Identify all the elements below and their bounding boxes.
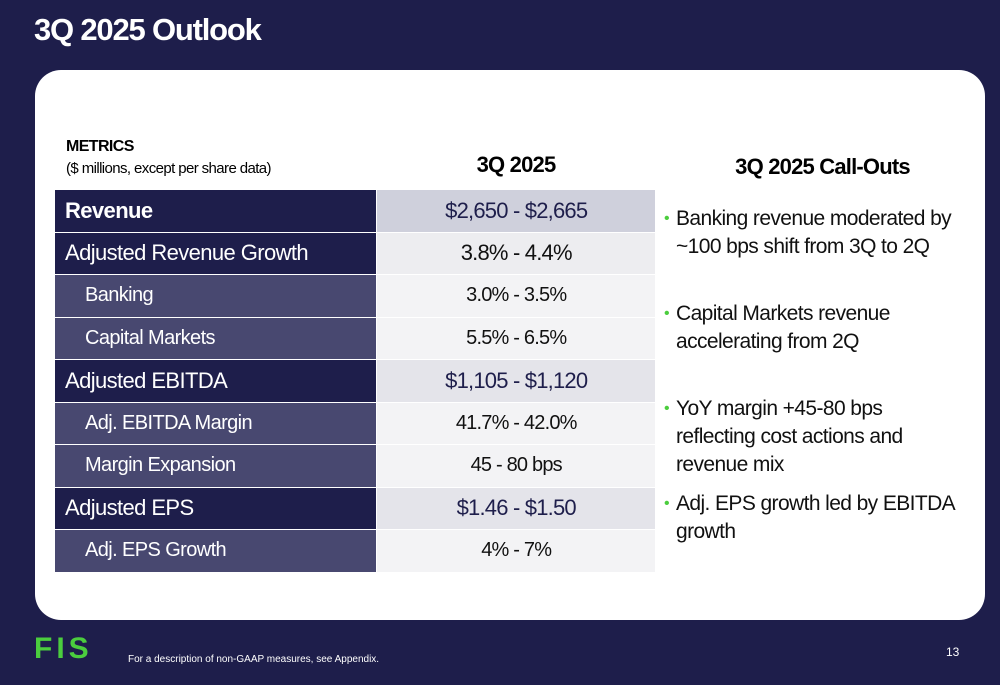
callout: • YoY margin +45-80 bps reflecting cost a… <box>664 395 964 479</box>
bullet-dot: • <box>664 210 670 227</box>
row-value: 41.7% - 42.0% <box>376 402 655 444</box>
row-label: Margin Expansion <box>55 445 377 487</box>
table-row: Adjusted EBITDA $1,105 - $1,120 <box>55 360 655 403</box>
callout: • Capital Markets revenue accelerating fr… <box>664 300 964 356</box>
table-row: Adj. EBITDA Margin 41.7% - 42.0% <box>55 402 655 445</box>
row-label: Adjusted EPS <box>55 487 377 529</box>
table-row: Adjusted EPS $1.46 - $1.50 <box>55 487 655 530</box>
row-label: Capital Markets <box>55 317 377 359</box>
row-value: 4% - 7% <box>376 530 655 572</box>
bullet-dot: • <box>664 400 670 417</box>
logo: FIS <box>34 632 93 665</box>
row-value: $2,650 - $2,665 <box>376 190 655 232</box>
table-row: Revenue $2,650 - $2,665 <box>55 190 655 233</box>
row-value: 3.8% - 4.4% <box>376 232 655 274</box>
callout: • Adj. EPS growth led by EBITDA growth <box>664 490 964 546</box>
callout: • Banking revenue moderated by ~100 bps s… <box>664 205 964 261</box>
metrics-note: ($ millions, except per share data) <box>66 160 272 177</box>
footnote: For a description of non-GAAP measures, … <box>128 654 380 665</box>
row-label: Banking <box>55 275 377 317</box>
column-header: 3Q 2025 <box>476 152 557 177</box>
table-row: Adj. EPS Growth 4% - 7% <box>55 530 655 573</box>
table-row: Margin Expansion 45 - 80 bps <box>55 445 655 488</box>
bullet-dot: • <box>664 495 670 512</box>
row-value: 3.0% - 3.5% <box>376 275 655 317</box>
callout-text: Capital Markets revenue accelerating fro… <box>676 302 890 353</box>
callout-text: Adj. EPS growth led by EBITDA growth <box>676 492 955 543</box>
table-row: Capital Markets 5.5% - 6.5% <box>55 317 655 360</box>
callout-text: YoY margin +45-80 bps reflecting cost ac… <box>676 397 903 476</box>
row-value: $1.46 - $1.50 <box>376 487 655 529</box>
row-label: Revenue <box>55 190 377 232</box>
metrics-table: Revenue $2,650 - $2,665 Adjusted Revenue G… <box>55 190 655 573</box>
callouts-title: 3Q 2025 Call-Outs <box>735 154 911 179</box>
bullet-dot: • <box>664 305 670 322</box>
page-number: 13 <box>946 645 960 659</box>
table-row: Banking 3.0% - 3.5% <box>55 275 655 318</box>
row-label: Adjusted EBITDA <box>55 360 377 402</box>
row-label: Adj. EPS Growth <box>55 530 377 572</box>
callout-text: Banking revenue moderated by ~100 bps sh… <box>676 207 952 258</box>
table-row: Adjusted Revenue Growth 3.8% - 4.4% <box>55 232 655 275</box>
row-label: Adjusted Revenue Growth <box>55 232 377 274</box>
row-value: 5.5% - 6.5% <box>376 317 655 359</box>
slide-title: 3Q 2025 Outlook <box>34 12 262 47</box>
row-value: 45 - 80 bps <box>376 445 655 487</box>
metrics-label: METRICS <box>66 138 134 155</box>
row-value: $1,105 - $1,120 <box>376 360 655 402</box>
row-label: Adj. EBITDA Margin <box>55 402 377 444</box>
